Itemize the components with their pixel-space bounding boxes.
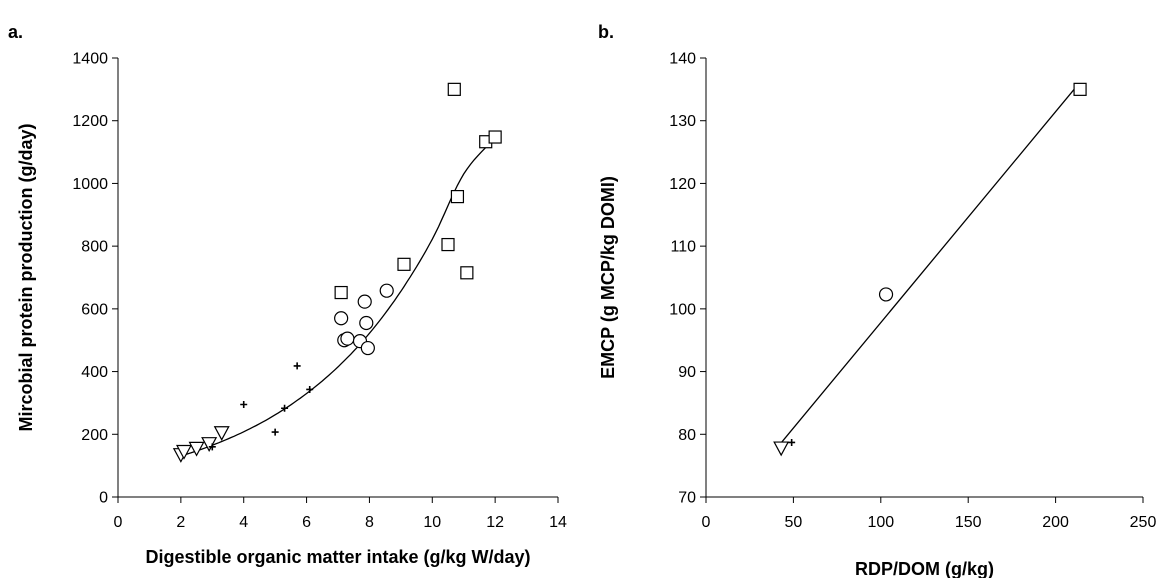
panel-b-point-circle [878, 287, 894, 302]
panel-a-point-square [447, 82, 461, 96]
panel-a-x-tick-label: 4 [239, 514, 248, 531]
panel-a-point-triangle-down [175, 444, 193, 460]
panel-b-y-tick-label: 100 [669, 301, 696, 318]
panel-a-y-tick-label: 600 [81, 301, 108, 318]
panel-a-point-plus [208, 443, 216, 451]
panel-b-y-axis-title: EMCP (g MCP/kg DOMI) [598, 176, 618, 379]
panel-a-x-tick-label: 8 [365, 514, 374, 531]
panel-b-y-tick-label: 130 [669, 113, 696, 130]
panel-a-point-plus [293, 362, 301, 370]
panel-a-point-circle [379, 283, 394, 298]
panel-b-y-tick-label: 140 [669, 51, 696, 68]
panel-a-y-tick-label: 1400 [72, 51, 108, 68]
panel-a-label: a. [8, 22, 23, 42]
panel-b-y-tick-label: 110 [670, 239, 696, 256]
panel-a-y-tick-label: 200 [81, 427, 108, 444]
panel-a-chart: a. 0 200 400 600 800 1000 1200 1400 0 2 4 6 8 10 12 14 Di… [8, 22, 567, 567]
panel-b-point-triangle-down [773, 441, 790, 457]
panel-b-x-tick-label: 200 [1042, 514, 1069, 531]
panel-b-x-tick-label: 100 [867, 514, 894, 531]
panel-a-point-triangle-down [213, 426, 230, 441]
panel-a-point-circle [357, 294, 372, 309]
panel-a-y-tick-label: 0 [99, 490, 108, 507]
panel-a-x-tick-label: 14 [549, 514, 567, 531]
panel-a-y-tick-label: 1200 [72, 113, 108, 130]
panel-b-x-axis-title: RDP/DOM (g/kg) [855, 559, 994, 578]
panel-b-label: b. [598, 22, 614, 42]
panel-b-x-tick-label: 150 [955, 514, 982, 531]
panel-a-point-circle [360, 340, 375, 356]
panel-b-y-tick-label: 80 [678, 427, 696, 444]
panel-b-y-tick-label: 70 [678, 490, 696, 507]
panel-b-chart: b. 70 80 90 100 110 120 130 140 0 50 100 150 200 250 RD… [598, 22, 1156, 578]
panel-a-x-tick-label: 2 [176, 514, 185, 531]
panel-b-x-tick-label: 0 [702, 514, 711, 531]
panel-a-x-axis-title: Digestible organic matter intake (g/kg W… [145, 547, 530, 567]
panel-a-point-square [488, 130, 502, 144]
panel-a-y-tick-label: 1000 [72, 176, 108, 193]
panel-b-fit-line [778, 83, 1079, 446]
panel-a-point-plus [306, 385, 314, 393]
panel-a-point-square [441, 237, 455, 252]
panel-a-x-tick-label: 12 [486, 514, 504, 531]
panel-a-fit-line [180, 137, 496, 457]
panel-a-point-plus [281, 404, 289, 412]
panel-a-x-tick-label: 6 [302, 514, 311, 531]
panel-a-y-tick-label: 800 [81, 239, 108, 256]
panel-a-point-square [460, 266, 474, 280]
panel-b-point-square [1073, 82, 1087, 96]
panel-b-y-tick-label: 90 [678, 364, 696, 381]
panel-a-point-triangle-down [188, 441, 205, 457]
panel-a-x-tick-label: 0 [114, 514, 123, 531]
panel-a-point-plus [240, 400, 248, 408]
panel-a-x-tick-label: 10 [423, 514, 441, 531]
panel-a-point-square [450, 189, 465, 204]
panel-b-y-tick-label: 120 [669, 176, 696, 193]
panel-a-point-circle [340, 331, 355, 346]
panel-a-y-axis-title: Mircobial protein production (g/day) [16, 123, 36, 431]
panel-a-point-square [334, 285, 348, 300]
panel-a-y-tick-label: 400 [81, 364, 108, 381]
panel-a-point-circle [334, 311, 349, 326]
panel-a-point-square [397, 257, 411, 271]
panel-b-point-plus [788, 438, 796, 446]
panel-a-point-circle [359, 315, 374, 331]
panel-b-x-tick-label: 50 [785, 514, 803, 531]
panel-a-point-plus [271, 428, 279, 436]
panel-b-x-tick-label: 250 [1130, 514, 1157, 531]
